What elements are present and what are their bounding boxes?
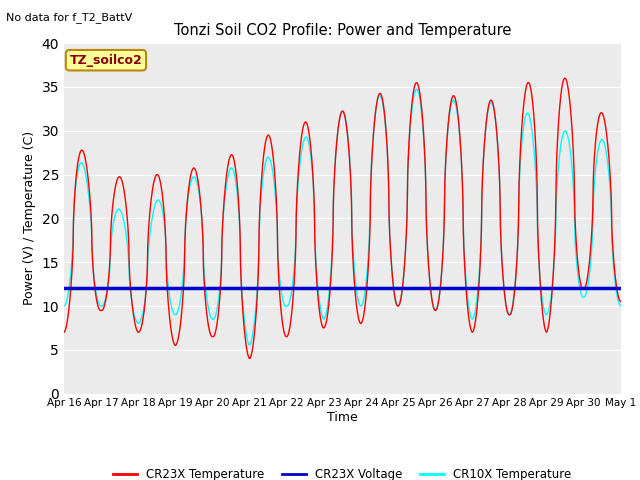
- Y-axis label: Power (V) / Temperature (C): Power (V) / Temperature (C): [23, 132, 36, 305]
- Text: TZ_soilco2: TZ_soilco2: [70, 54, 142, 67]
- Title: Tonzi Soil CO2 Profile: Power and Temperature: Tonzi Soil CO2 Profile: Power and Temper…: [173, 23, 511, 38]
- Text: No data for f_T2_BattV: No data for f_T2_BattV: [6, 12, 132, 23]
- X-axis label: Time: Time: [327, 411, 358, 424]
- Legend: CR23X Temperature, CR23X Voltage, CR10X Temperature: CR23X Temperature, CR23X Voltage, CR10X …: [108, 463, 577, 480]
